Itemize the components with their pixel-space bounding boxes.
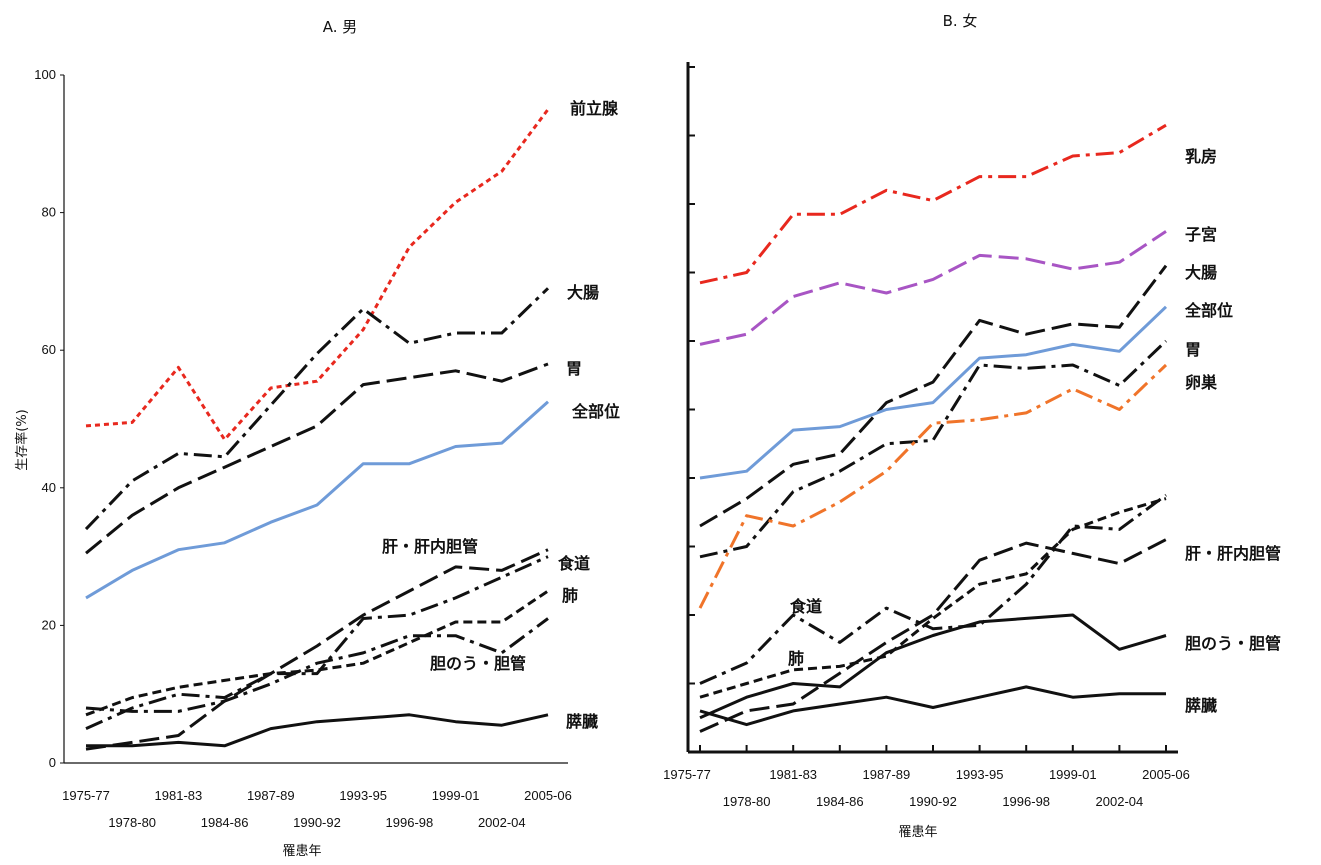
series-label: 食道 [557,554,590,573]
series-label: 食道 [789,597,822,616]
series-label: 前立腺 [570,99,619,118]
x-tick-label: 1984-86 [816,794,864,809]
x-tick-label: 1999-01 [432,788,480,803]
series-line [85,400,549,600]
x-tick-label: 1975-77 [663,767,711,782]
series-label: 肺 [788,649,804,668]
series-label: 肝・肝内胆管 [1185,544,1281,563]
series-line [699,493,1167,685]
series-label: 全部位 [571,402,620,421]
chart-panel-b: B. 女 1975-77 1978-80 1981-83 1984-86 1987-89 1… [663,12,1281,840]
x-tick-label: 1993-95 [956,767,1004,782]
x-tick-label: 1975-77 [62,788,110,803]
x-tick-label: 2005-06 [1142,767,1190,782]
x-tick-label: 1978-80 [108,815,156,830]
chart-title: B. 女 [943,12,978,30]
x-tick-label: 1996-98 [386,815,434,830]
x-tick-label: 2002-04 [478,815,526,830]
y-tick-label: 20 [42,617,56,632]
series-label: 胃 [566,359,582,378]
y-tick-label: 100 [34,67,56,82]
x-tick-label: 1993-95 [339,788,387,803]
series-label: 胆のう・胆管 [1185,634,1281,653]
series-label: 膵臓 [1185,696,1217,715]
series-line [85,362,549,555]
series-label: 大腸 [1185,263,1217,282]
series-line [85,555,549,730]
series-line [699,538,1167,733]
x-tick-label: 1990-92 [293,815,341,830]
series-label: 肺 [562,586,578,605]
x-tick-label: 1987-89 [247,788,295,803]
x-tick-label: 2002-04 [1096,794,1144,809]
series-label: 胃 [1185,340,1201,359]
y-tick-label: 60 [42,342,56,357]
series-line [85,589,549,717]
series-label: 肝・肝内胆管 [382,537,478,556]
x-tick-label: 1999-01 [1049,767,1097,782]
series-line [699,230,1167,346]
series-label: 卵巣 [1185,373,1218,392]
series-label: 大腸 [567,283,599,302]
series-label: 乳房 [1185,147,1217,166]
series-label: 全部位 [1184,301,1233,320]
x-tick-label: 1978-80 [723,794,771,809]
series-line [699,613,1167,720]
series-label: 子宮 [1185,225,1217,244]
y-tick-label: 40 [42,480,56,495]
series-line [85,548,549,751]
x-tick-label: 1984-86 [201,815,249,830]
x-tick-label: 1987-89 [863,767,911,782]
y-tick-label: 80 [42,205,56,220]
x-tick-label: 1996-98 [1002,794,1050,809]
series-line [699,123,1167,285]
series-line [699,497,1167,699]
series-line [698,363,1168,609]
series-line [86,713,549,748]
series-line [699,264,1168,528]
y-tick-label: 0 [49,755,56,770]
x-tick-label: 1981-83 [769,767,817,782]
chart-panel-a: A. 男 0 20 40 60 80 100 1975-77 1978-80 1981-83 198… [14,18,620,859]
series-line [699,305,1168,480]
series-line [699,339,1168,559]
series-line [699,685,1166,727]
series-label: 胆のう・胆管 [430,654,526,673]
x-axis-title: 罹患年 [282,844,321,859]
series-line [85,108,550,442]
x-axis-title: 罹患年 [898,825,937,840]
chart-title: A. 男 [323,18,358,36]
x-tick-label: 1981-83 [155,788,203,803]
series-label: 膵臓 [566,712,598,731]
x-tick-label: 1990-92 [909,794,957,809]
series-line [84,287,550,531]
y-axis-title: 生存率(%) [14,409,30,471]
series-line [85,617,549,713]
x-tick-label: 2005-06 [524,788,572,803]
